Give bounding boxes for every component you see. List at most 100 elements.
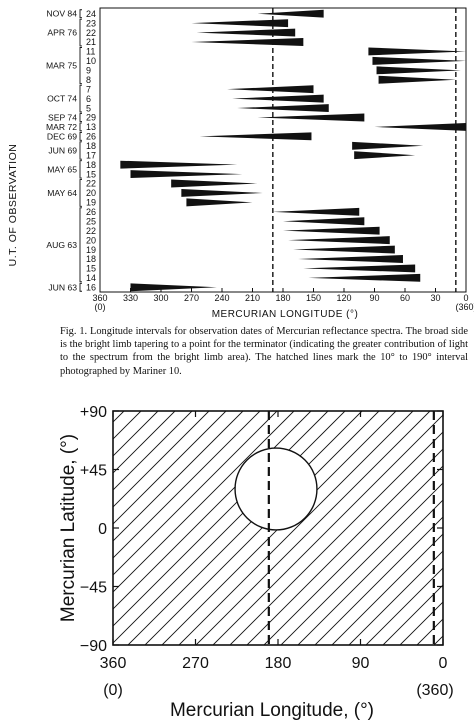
fig1-day-label: 16 bbox=[86, 282, 96, 292]
fig1-wedge-bar bbox=[374, 122, 466, 131]
fig1-group-bracket bbox=[79, 84, 82, 113]
fig2-hatch-line bbox=[0, 411, 107, 645]
fig1-month-label: MAR 75 bbox=[46, 61, 77, 71]
fig1-group-bracket bbox=[79, 141, 82, 160]
fig1-day-label: 22 bbox=[86, 28, 96, 38]
fig1-day-label: 18 bbox=[86, 160, 96, 170]
fig1-day-label: 26 bbox=[86, 132, 96, 142]
fig1-wedge-bar bbox=[283, 226, 380, 235]
fig2-y-tick-label: −90 bbox=[80, 638, 107, 655]
fig2-y-axis-label: Mercurian Latitude, (°) bbox=[58, 434, 79, 622]
fig2-y-tick-label: +45 bbox=[80, 463, 107, 480]
fig1-month-label: SEP 74 bbox=[48, 112, 77, 122]
fig1-day-label: 5 bbox=[86, 103, 91, 113]
fig1-group-bracket bbox=[79, 160, 82, 179]
fig2-hatch-line bbox=[113, 411, 176, 474]
fig1-group-bracket bbox=[79, 131, 82, 141]
fig1-wedge-bar bbox=[293, 245, 395, 254]
fig1-x-tick-label: 240 bbox=[214, 293, 229, 303]
fig2-hatch-line bbox=[451, 411, 474, 645]
fig1-group-bracket bbox=[79, 9, 82, 19]
fig2-hatch-line bbox=[246, 448, 443, 645]
fig1-wedge-bar bbox=[308, 273, 421, 282]
fig1-group-bracket bbox=[79, 18, 82, 47]
fig2-hatch-line bbox=[280, 482, 443, 645]
fig1-x-tick-label: 180 bbox=[275, 293, 290, 303]
fig2-hatch-line bbox=[113, 411, 261, 559]
fig1-x-tick-label: 150 bbox=[306, 293, 321, 303]
fig2-hatch-line bbox=[314, 516, 443, 645]
fig1-day-label: 10 bbox=[86, 56, 96, 66]
fig2-hatch-line bbox=[399, 601, 443, 645]
fig1-month-label: NOV 84 bbox=[46, 9, 77, 19]
fig1-month-label: JUN 69 bbox=[48, 146, 77, 156]
fig1-wedge-bar bbox=[171, 179, 258, 188]
fig2-hatch-line bbox=[416, 618, 443, 645]
fig1-x-tick-label: 120 bbox=[336, 293, 351, 303]
fig1-day-label: 29 bbox=[86, 113, 96, 123]
fig2-x-axis-label: Mercurian Longitude, (°) bbox=[170, 700, 374, 721]
fig1-group-bracket bbox=[79, 113, 82, 122]
fig1-x-tick-label: 300 bbox=[153, 293, 168, 303]
fig1-wedge-bar bbox=[130, 170, 243, 179]
fig1-day-label: 11 bbox=[86, 47, 95, 57]
fig1-wedge-bar bbox=[191, 38, 304, 46]
fig1-x-tick-label: 210 bbox=[245, 293, 260, 303]
fig2-hatch-line bbox=[348, 550, 443, 645]
fig1-wedge-bar bbox=[288, 236, 390, 245]
fig1-day-label: 24 bbox=[86, 9, 96, 19]
fig2-hatch-line bbox=[195, 411, 431, 645]
fig1-wedge-bar bbox=[376, 66, 461, 75]
figure-1-caption: Fig. 1. Longitude intervals for observat… bbox=[60, 326, 468, 377]
fig2-x-tick-label: 180 bbox=[265, 655, 292, 672]
fig1-day-label: 19 bbox=[86, 245, 96, 255]
fig1-wedge-bar bbox=[191, 19, 289, 28]
fig1-group-bracket bbox=[79, 122, 82, 132]
fig1-y-axis-label: U.T. OF OBSERVATION bbox=[7, 144, 19, 267]
fig1-wedge-bar bbox=[237, 104, 329, 113]
fig2-y-tick-label: 0 bbox=[98, 521, 107, 538]
fig2-hatch-line bbox=[212, 414, 443, 645]
fig1-day-label: 22 bbox=[86, 179, 96, 189]
fig1-day-label: 14 bbox=[86, 273, 96, 283]
fig1-x-tick-label: 30 bbox=[430, 293, 440, 303]
fig2-x-tick-alt-right: (360) bbox=[416, 682, 453, 699]
fig1-x-tick-label: 0 bbox=[463, 293, 468, 303]
fig1-day-label: 20 bbox=[86, 235, 96, 245]
fig1-wedge-bar bbox=[196, 28, 296, 37]
fig1-group-bracket bbox=[79, 47, 82, 85]
fig2-hatch-line bbox=[113, 411, 278, 576]
fig1-day-label: 18 bbox=[86, 141, 96, 151]
fig1-day-label: 23 bbox=[86, 18, 96, 28]
fig2-hatch-line bbox=[382, 584, 443, 645]
fig1-wedge-bar bbox=[298, 255, 403, 263]
fig2-hatch-line bbox=[331, 533, 443, 645]
fig1-wedge-bar bbox=[199, 132, 312, 141]
fig1-day-label: 19 bbox=[86, 198, 96, 208]
fig1-x-tick-alt-right: (360) bbox=[455, 302, 474, 312]
fig1-day-label: 18 bbox=[86, 254, 96, 264]
fig2-x-tick-label: 360 bbox=[100, 655, 127, 672]
fig2-circle-region bbox=[234, 447, 318, 531]
fig1-day-label: 15 bbox=[86, 264, 96, 274]
fig1-month-label: MAR 72 bbox=[46, 122, 77, 132]
fig1-wedge-bar bbox=[181, 188, 263, 197]
fig2-hatch-line bbox=[229, 431, 443, 645]
fig1-group-bracket bbox=[79, 282, 82, 292]
fig1-x-tick-label: 360 bbox=[92, 293, 107, 303]
fig1-wedge-bar bbox=[257, 113, 365, 122]
fig1-wedge-bar bbox=[257, 9, 324, 18]
fig1-day-label: 15 bbox=[86, 169, 96, 179]
fig1-day-label: 22 bbox=[86, 226, 96, 236]
fig2-x-tick-label: 90 bbox=[352, 655, 370, 672]
fig1-x-tick-label: 270 bbox=[184, 293, 199, 303]
fig1-day-label: 7 bbox=[86, 84, 91, 94]
fig2-hatch-line bbox=[113, 411, 244, 542]
fig1-wedge-bar bbox=[120, 160, 238, 169]
fig1-day-label: 8 bbox=[86, 75, 91, 85]
fig2-hatch-line bbox=[127, 411, 363, 645]
